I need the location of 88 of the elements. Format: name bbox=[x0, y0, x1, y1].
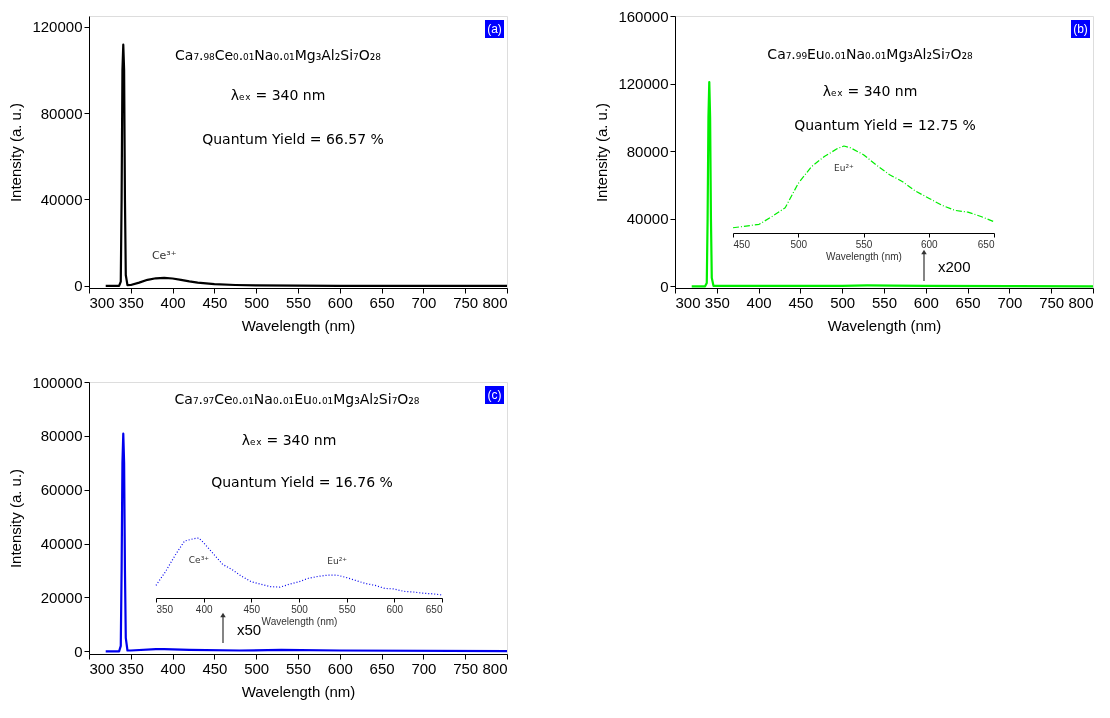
annotation: (b) bbox=[1073, 22, 1088, 36]
annotation: λₑₓ = 340 nm bbox=[230, 87, 326, 103]
x-tick-label: 750 bbox=[1039, 293, 1065, 311]
annotation: x50 bbox=[237, 620, 262, 638]
x-tick-label: 700 bbox=[997, 293, 1023, 311]
x-tick-label: 650 bbox=[369, 293, 395, 311]
x-tick-label: 350 bbox=[118, 659, 144, 677]
x-axis-title: Wavelength (nm) bbox=[241, 682, 356, 700]
x-tick-label: 650 bbox=[955, 293, 981, 311]
x-tick-label: 650 bbox=[977, 238, 995, 250]
x-tick-label: 750 bbox=[453, 293, 479, 311]
x-tick-label: 350 bbox=[704, 293, 730, 311]
annotation: Ca₇.₉₇Ce₀.₀₁Na₀.₀₁Eu₀.₀₁Mg₃Al₂Si₇O₂₈ bbox=[174, 391, 420, 407]
x-tick-label: 350 bbox=[118, 293, 144, 311]
x-tick-label: 400 bbox=[195, 603, 213, 615]
x-tick-label: 600 bbox=[327, 293, 353, 311]
x-tick-label: 550 bbox=[338, 603, 356, 615]
x-tick-label: 650 bbox=[369, 659, 395, 677]
x-tick-label: 450 bbox=[202, 659, 228, 677]
y-tick-label: 80000 bbox=[40, 104, 83, 122]
y-tick-label: 0 bbox=[660, 277, 669, 295]
x-tick-label: 600 bbox=[913, 293, 939, 311]
x-tick-label: 500 bbox=[291, 603, 309, 615]
x-tick-label: 300 bbox=[89, 293, 115, 311]
annotation: Ca₇.₉₈Ce₀.₀₁Na₀.₀₁Mg₃Al₂Si₇O₂₈ bbox=[175, 47, 382, 63]
y-tick-label: 40000 bbox=[40, 190, 83, 208]
x-tick-label: 300 bbox=[89, 659, 115, 677]
x-tick-label: 800 bbox=[1068, 293, 1094, 311]
y-axis-title: Intensity (a. u.) bbox=[7, 468, 25, 569]
x-tick-label: 500 bbox=[830, 293, 856, 311]
y-tick-label: 120000 bbox=[32, 18, 83, 36]
y-tick-label: 40000 bbox=[626, 210, 669, 228]
x-tick-label: 700 bbox=[411, 293, 437, 311]
y-tick-label: 0 bbox=[74, 642, 83, 660]
x-tick-label: 550 bbox=[871, 293, 898, 311]
annotation: Quantum Yield = 16.76 % bbox=[211, 474, 393, 490]
y-tick-label: 20000 bbox=[40, 588, 83, 606]
x-tick-label: 500 bbox=[790, 238, 808, 250]
y-tick-label: 80000 bbox=[40, 427, 83, 445]
annotation: λₑₓ = 340 nm bbox=[822, 83, 918, 99]
y-tick-label: 80000 bbox=[626, 142, 669, 160]
y-tick-label: 100000 bbox=[32, 373, 83, 391]
annotation: λₑₓ = 340 nm bbox=[241, 432, 337, 448]
annotation: Ca₇.₉₉Eu₀.₀₁Na₀.₀₁Mg₃Al₂Si₇O₂₈ bbox=[767, 46, 974, 62]
x-tick-label: 600 bbox=[920, 238, 939, 250]
x-tick-label: 400 bbox=[160, 659, 186, 677]
y-tick-label: 60000 bbox=[40, 481, 83, 499]
line-series bbox=[104, 432, 509, 653]
x-axis-title: Wavelength (nm) bbox=[826, 250, 902, 262]
x-tick-label: 550 bbox=[285, 293, 312, 311]
x-tick-label: 450 bbox=[243, 603, 261, 615]
x-tick-label: 550 bbox=[285, 659, 312, 677]
x-tick-label: 750 bbox=[453, 659, 479, 677]
y-tick-label: 120000 bbox=[618, 75, 669, 93]
annotation: Quantum Yield = 66.57 % bbox=[202, 131, 384, 147]
annotation: Quantum Yield = 12.75 % bbox=[794, 117, 976, 133]
x-tick-label: 450 bbox=[788, 293, 814, 311]
x-tick-label: 350 bbox=[156, 603, 174, 615]
y-axis-title: Intensity (a. u.) bbox=[593, 102, 611, 203]
annotation: (a) bbox=[487, 22, 502, 36]
x-tick-label: 450 bbox=[733, 238, 751, 250]
x-axis-title: Wavelength (nm) bbox=[261, 615, 338, 627]
x-tick-label: 300 bbox=[675, 293, 701, 311]
x-tick-label: 700 bbox=[411, 659, 437, 677]
line-series bbox=[690, 80, 1095, 288]
x-tick-label: 400 bbox=[160, 293, 186, 311]
y-tick-label: 160000 bbox=[618, 7, 669, 25]
x-tick-label: 600 bbox=[327, 659, 353, 677]
y-axis-title: Intensity (a. u.) bbox=[7, 102, 25, 203]
x-axis-title: Wavelength (nm) bbox=[241, 316, 356, 334]
x-tick-label: 800 bbox=[482, 659, 508, 677]
annotation: Ce³⁺ bbox=[188, 555, 210, 565]
x-tick-label: 400 bbox=[746, 293, 772, 311]
x-tick-label: 800 bbox=[482, 293, 508, 311]
annotation: Eu²⁺ bbox=[327, 556, 348, 567]
x-tick-label: 450 bbox=[202, 293, 228, 311]
x-tick-label: 500 bbox=[244, 293, 270, 311]
annotation: x200 bbox=[938, 258, 971, 275]
x-tick-label: 500 bbox=[244, 659, 270, 677]
annotation: (c) bbox=[487, 388, 502, 402]
y-tick-label: 0 bbox=[74, 277, 83, 295]
x-tick-label: 600 bbox=[386, 603, 404, 615]
x-tick-label: 650 bbox=[425, 603, 443, 615]
annotation: Ce³⁺ bbox=[151, 248, 177, 262]
y-tick-label: 40000 bbox=[40, 535, 83, 553]
annotation: Eu²⁺ bbox=[834, 163, 855, 173]
x-axis-title: Wavelength (nm) bbox=[827, 316, 942, 334]
x-tick-label: 550 bbox=[855, 238, 873, 250]
